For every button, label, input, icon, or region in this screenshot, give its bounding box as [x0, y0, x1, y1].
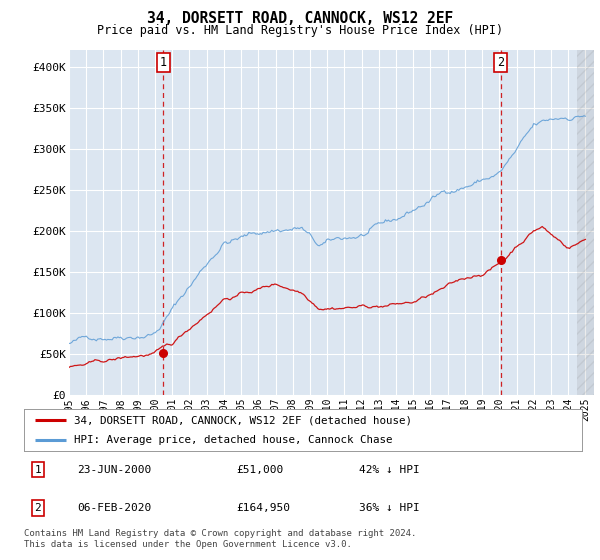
Text: Price paid vs. HM Land Registry's House Price Index (HPI): Price paid vs. HM Land Registry's House … [97, 24, 503, 36]
Text: 1: 1 [35, 465, 41, 475]
Text: 2: 2 [497, 55, 505, 68]
Text: £51,000: £51,000 [236, 465, 283, 475]
Text: Contains HM Land Registry data © Crown copyright and database right 2024.
This d: Contains HM Land Registry data © Crown c… [24, 529, 416, 549]
Text: 34, DORSETT ROAD, CANNOCK, WS12 2EF: 34, DORSETT ROAD, CANNOCK, WS12 2EF [147, 11, 453, 26]
Text: 34, DORSETT ROAD, CANNOCK, WS12 2EF (detached house): 34, DORSETT ROAD, CANNOCK, WS12 2EF (det… [74, 415, 412, 425]
Text: 36% ↓ HPI: 36% ↓ HPI [359, 503, 419, 513]
Text: £164,950: £164,950 [236, 503, 290, 513]
Text: 42% ↓ HPI: 42% ↓ HPI [359, 465, 419, 475]
Bar [577, 50, 594, 395]
Text: 23-JUN-2000: 23-JUN-2000 [77, 465, 151, 475]
Text: HPI: Average price, detached house, Cannock Chase: HPI: Average price, detached house, Cann… [74, 435, 393, 445]
Text: 06-FEB-2020: 06-FEB-2020 [77, 503, 151, 513]
Text: 2: 2 [35, 503, 41, 513]
Text: 1: 1 [160, 55, 167, 68]
